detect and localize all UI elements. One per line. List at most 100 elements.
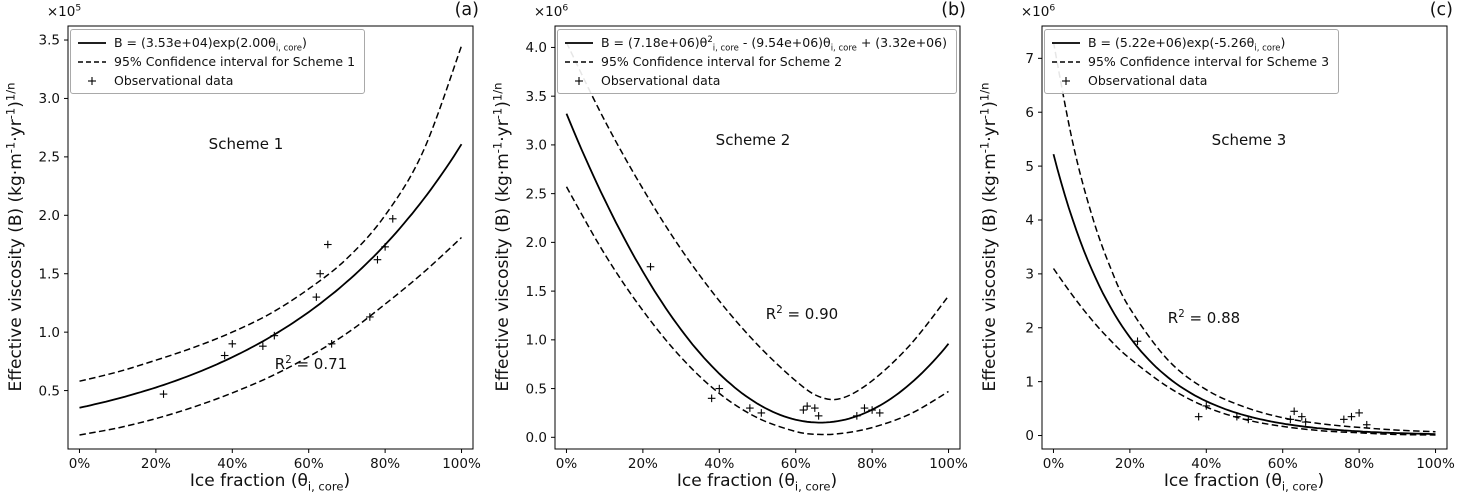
panel-letter: (a)	[454, 0, 479, 20]
y-tick-label: 0.0	[526, 430, 547, 446]
y-tick-label: 2.5	[39, 150, 60, 166]
r-squared-label: R2 = 0.90	[765, 305, 839, 323]
legend-obs-entry: Observational data	[1051, 71, 1329, 90]
legend-fit-entry: B = (5.22e+06)exp(-5.26θi, core)	[1051, 33, 1329, 54]
legend-label: 95% Confidence interval for Scheme 1	[114, 54, 356, 69]
x-tick-label: 0%	[1043, 456, 1065, 472]
y-axis-label: Effective viscosity (B) (kg·m-1·yr-1)1/n	[490, 82, 513, 392]
r-squared-label: R2 = 0.71	[274, 355, 348, 373]
r-squared-label: R2 = 0.88	[1167, 309, 1241, 327]
y-tick-label: 2	[1025, 320, 1034, 336]
y-tick-label: 6	[1025, 105, 1034, 121]
x-tick-label: 20%	[141, 456, 171, 472]
dashed-line-icon	[78, 60, 106, 63]
axes-frame	[1041, 25, 1448, 450]
y-scale-label: ×105	[46, 2, 82, 20]
x-tick-label: 40%	[1191, 456, 1221, 472]
solid-line-icon	[78, 41, 106, 44]
plot-svg-c: 0% 20% 40% 60% 80% 100% 0 1 2 3 4 5 6 7	[1025, 25, 1455, 472]
legend: B = (5.22e+06)exp(-5.26θi, core) 95% Conf…	[1044, 29, 1340, 94]
solid-line-icon	[1052, 41, 1080, 44]
x-tick-label: 80%	[370, 456, 400, 472]
fit-line	[1052, 153, 1436, 435]
y-tick-label: 3.0	[526, 138, 547, 154]
dashed-line-icon	[1052, 60, 1080, 63]
y-tick-label: 1	[1025, 374, 1034, 390]
solid-line-icon	[565, 41, 593, 44]
legend-ci-entry: 95% Confidence interval for Scheme 3	[1051, 52, 1329, 71]
x-tick-label: 20%	[628, 456, 658, 472]
axes-frame	[554, 25, 961, 450]
y-tick-label: 3.0	[39, 91, 60, 107]
panel-a: 0% 20% 40% 60% 80% 100% 0.5 1.0 1.5 2.0 2.5 3.0 3.5 …	[0, 0, 487, 500]
x-tick-label: 0%	[69, 456, 91, 472]
dashed-line-icon	[565, 60, 593, 63]
x-tick-label: 60%	[294, 456, 324, 472]
y-tick-label: 1.0	[526, 333, 547, 349]
legend-obs-entry: Observational data	[564, 71, 947, 90]
x-axis-label: Ice fraction (θi, core)	[189, 471, 351, 494]
x-tick-label: 80%	[1344, 456, 1374, 472]
x-tick-label: 0%	[556, 456, 578, 472]
x-tick-label: 40%	[217, 456, 247, 472]
x-tick-label: 60%	[1268, 456, 1298, 472]
y-tick-label: 2.0	[526, 235, 547, 251]
x-tick-label: 100%	[442, 456, 481, 472]
legend: B = (7.18e+06)θ2i, core - (9.54e+06)θi, …	[557, 29, 957, 94]
legend-obs-entry: Observational data	[77, 71, 355, 90]
legend-label: B = (5.22e+06)exp(-5.26θi, core)	[1088, 35, 1286, 54]
axes-frame	[67, 25, 474, 450]
panel-c: 0% 20% 40% 60% 80% 100% 0 1 2 3 4 5 6 7 ×106 Effectiv…	[974, 0, 1461, 500]
x-tick-label: 100%	[929, 456, 968, 472]
legend: B = (3.53e+04)exp(2.00θi, core) 95% Confi…	[70, 29, 366, 94]
plus-marker-icon	[575, 76, 583, 85]
ci-upper-line	[79, 45, 463, 382]
legend-label: 95% Confidence interval for Scheme 3	[1088, 54, 1330, 69]
plot-svg-b: 0% 20% 40% 60% 80% 100% 0.0 0.5 1.0 1.5 2.0 2.5 3.0 3…	[526, 25, 968, 472]
y-tick-label: 1.5	[526, 284, 547, 300]
plus-marker-icon	[88, 76, 96, 85]
panel-letter: (b)	[941, 0, 966, 20]
y-axis-label: Effective viscosity (B) (kg·m-1·yr-1)1/n	[977, 82, 1000, 392]
legend-fit-entry: B = (7.18e+06)θ2i, core - (9.54e+06)θi, …	[564, 33, 947, 54]
fit-line	[79, 143, 463, 409]
legend-label: Observational data	[114, 73, 234, 88]
plus-marker-icon	[1062, 76, 1070, 85]
legend-fit-entry: B = (3.53e+04)exp(2.00θi, core)	[77, 33, 355, 54]
legend-label: B = (3.53e+04)exp(2.00θi, core)	[114, 35, 307, 54]
y-tick-label: 5	[1025, 159, 1034, 175]
legend-label: Observational data	[1088, 73, 1208, 88]
x-tick-label: 60%	[781, 456, 811, 472]
scheme-label: Scheme 2	[715, 131, 791, 149]
y-tick-label: 0.5	[39, 383, 60, 399]
y-tick-label: 4	[1025, 213, 1034, 229]
legend-label: B = (7.18e+06)θ2i, core - (9.54e+06)θi, …	[601, 34, 947, 54]
plot-svg-a: 0% 20% 40% 60% 80% 100% 0.5 1.0 1.5 2.0 2.5 3.0 3.5	[39, 25, 481, 472]
y-tick-label: 2.0	[39, 208, 60, 224]
x-tick-label: 40%	[704, 456, 734, 472]
panel-b: 0% 20% 40% 60% 80% 100% 0.0 0.5 1.0 1.5 2.0 2.5 3.0 3…	[487, 0, 974, 500]
y-axis-label: Effective viscosity (B) (kg·m-1·yr-1)1/n	[3, 82, 26, 392]
x-tick-label: 80%	[857, 456, 887, 472]
y-scale-label: ×106	[533, 2, 569, 20]
scheme-label: Scheme 3	[1211, 131, 1287, 149]
x-tick-label: 100%	[1416, 456, 1455, 472]
x-axis-label: Ice fraction (θi, core)	[1163, 471, 1325, 494]
y-scale-label: ×106	[1020, 2, 1056, 20]
ci-lower-line	[565, 186, 949, 436]
scheme-label: Scheme 1	[208, 135, 284, 153]
y-tick-label: 3.5	[526, 89, 547, 105]
ci-upper-line	[1052, 42, 1436, 433]
x-axis-label: Ice fraction (θi, core)	[676, 471, 838, 494]
ci-upper-line	[565, 42, 950, 401]
x-tick-label: 20%	[1115, 456, 1145, 472]
y-tick-label: 2.5	[526, 186, 547, 202]
y-tick-label: 3.5	[39, 33, 60, 49]
legend-label: Observational data	[601, 73, 721, 88]
y-tick-label: 3	[1025, 267, 1034, 283]
y-tick-label: 1.5	[39, 266, 60, 282]
y-tick-label: 0	[1025, 428, 1034, 444]
legend-label: 95% Confidence interval for Scheme 2	[601, 54, 843, 69]
fit-line	[565, 113, 950, 424]
